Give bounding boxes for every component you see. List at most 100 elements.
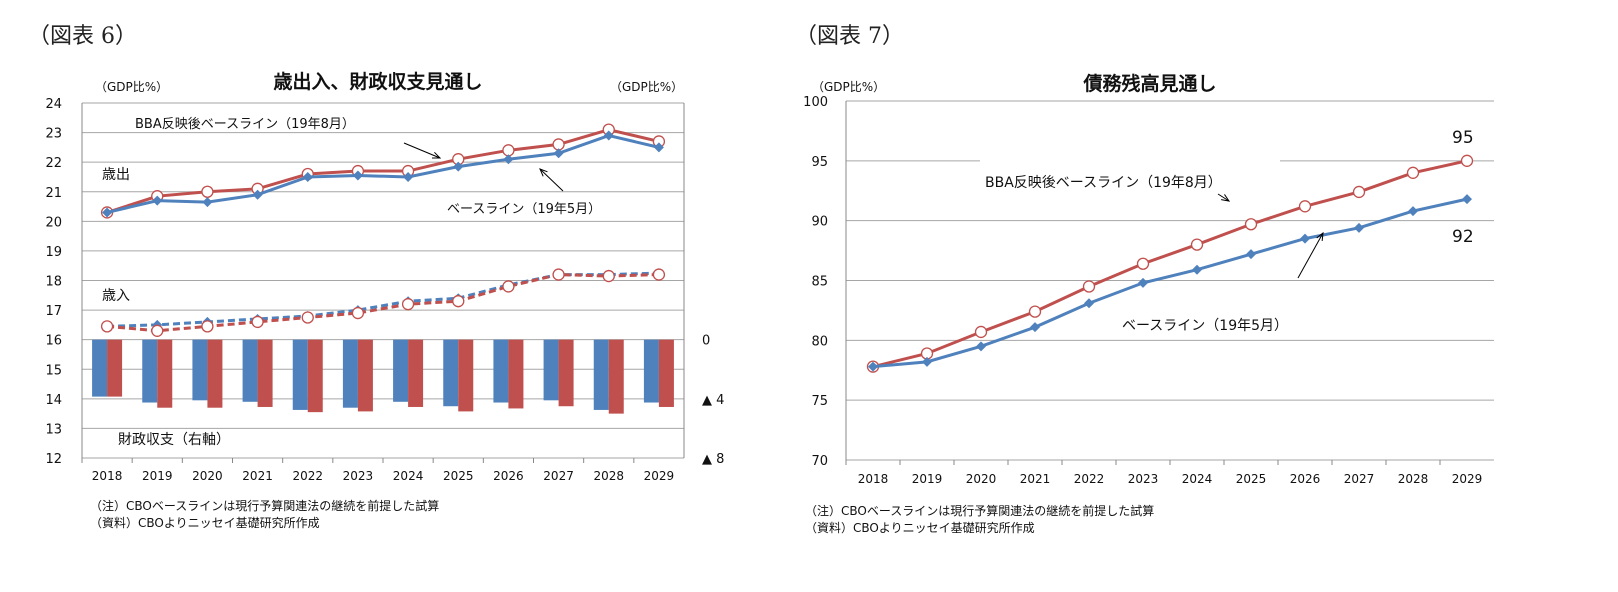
x-tick-label: 2024 <box>393 469 424 483</box>
x-tick-label: 2024 <box>1182 472 1213 486</box>
y2-axis-unit: （GDP比%） <box>610 80 683 94</box>
figure-label-6: （図表 6） <box>28 24 137 49</box>
data-point <box>301 311 314 324</box>
data-point <box>251 315 264 329</box>
data-point <box>1244 218 1258 231</box>
bar-balance <box>393 339 409 402</box>
source-text: （資料）CBOよりニッセイ基礎研究所作成 <box>805 521 1035 535</box>
data-point <box>151 324 164 337</box>
data-point <box>502 280 515 293</box>
notes-right: （注）CBOベースラインは現行予算関連法の継続を前提した試算 （資料）CBOより… <box>805 503 1154 537</box>
data-point <box>652 268 666 281</box>
data-point <box>452 295 465 308</box>
data-label-bba-end: 95 <box>1452 128 1474 148</box>
data-point <box>201 320 214 333</box>
data-point <box>1462 194 1472 205</box>
data-point <box>1084 298 1094 309</box>
bar-balance <box>292 339 308 410</box>
x-tick-label: 2022 <box>1074 472 1105 486</box>
data-point <box>1028 305 1042 318</box>
data-point <box>1190 238 1204 251</box>
x-tick-label: 2029 <box>644 469 675 483</box>
data-point <box>1300 233 1310 244</box>
bar-balance <box>242 339 258 402</box>
data-point <box>1082 280 1096 293</box>
data-point <box>1030 322 1040 333</box>
bar-balance <box>443 339 459 407</box>
bar-balance <box>257 339 273 407</box>
bar-balance <box>493 339 509 403</box>
x-tick-label: 2026 <box>1290 472 1321 486</box>
x-tick-label: 2022 <box>292 469 323 483</box>
chart-title: 歳出入、財政収支見通し <box>273 70 482 93</box>
data-point <box>922 356 932 367</box>
y-tick-label: 75 <box>811 394 828 409</box>
y-tick-label: 23 <box>45 127 62 142</box>
y-tick-label: 24 <box>45 97 62 112</box>
y-tick-label: 100 <box>803 95 828 110</box>
bar-balance <box>643 339 659 403</box>
label-bba: BBA反映後ベースライン（19年8月） <box>135 117 355 132</box>
data-label-baseline-end: 92 <box>1452 227 1474 247</box>
bar-balance <box>608 339 624 414</box>
data-point <box>351 306 365 320</box>
label-mask <box>980 158 1280 163</box>
label-baseline: ベースライン（19年5月） <box>447 202 601 217</box>
x-tick-label: 2028 <box>1398 472 1429 486</box>
data-point <box>552 268 565 281</box>
x-tick-label: 2018 <box>858 472 889 486</box>
y-tick-label: 19 <box>45 245 62 260</box>
y-tick-label: 17 <box>45 304 62 319</box>
data-point <box>1352 185 1366 199</box>
x-tick-label: 2019 <box>142 469 173 483</box>
bar-balance <box>458 339 474 412</box>
annotation-arrow <box>403 142 441 159</box>
data-point <box>403 171 414 182</box>
x-tick-label: 2028 <box>593 469 624 483</box>
label-outlays: 歳出 <box>102 167 130 183</box>
arrow-head <box>1221 194 1231 202</box>
series-line <box>106 128 660 214</box>
series-line <box>872 197 1468 369</box>
x-tick-label: 2029 <box>1452 472 1483 486</box>
x-tick-label: 2025 <box>1236 472 1267 486</box>
y-tick-label: 95 <box>811 155 828 170</box>
data-point <box>100 320 114 333</box>
x-tick-label: 2023 <box>1128 472 1159 486</box>
x-tick-label: 2027 <box>1344 472 1375 486</box>
bar-balance <box>658 339 674 407</box>
source-text: （資料）CBOよりニッセイ基礎研究所作成 <box>90 516 320 530</box>
data-point <box>602 269 615 283</box>
x-tick-label: 2021 <box>1020 472 1051 486</box>
y2-tick-label: ▲ 4 <box>702 393 724 408</box>
x-tick-label: 2021 <box>242 469 273 483</box>
data-point <box>1298 200 1312 213</box>
label-revenues: 歳入 <box>102 288 130 304</box>
y-tick-label: 80 <box>811 334 828 349</box>
y2-tick-label: ▲ 8 <box>702 452 724 467</box>
series-line <box>872 159 1468 369</box>
data-point <box>1138 277 1148 288</box>
data-point <box>553 148 564 159</box>
y-tick-label: 21 <box>45 186 62 201</box>
chart-title: 債務残高見通し <box>1082 72 1216 95</box>
arrow-head <box>1316 231 1324 242</box>
figure-label-7: （図表 7） <box>795 24 904 49</box>
data-point <box>976 341 986 352</box>
y-axis-unit: （GDP比%） <box>95 80 168 94</box>
y-tick-label: 70 <box>811 454 828 469</box>
annotation-arrow <box>1297 232 1324 279</box>
x-tick-label: 2027 <box>543 469 574 483</box>
y-tick-label: 20 <box>45 215 62 230</box>
y-axis-unit: （GDP比%） <box>812 80 885 94</box>
bar-balance <box>92 339 108 397</box>
label-bba: BBA反映後ベースライン（19年8月） <box>985 175 1222 191</box>
data-point <box>453 161 464 172</box>
y-tick-label: 18 <box>45 275 62 290</box>
arrow-head <box>539 168 548 177</box>
bar-balance <box>357 339 373 412</box>
label-baseline: ベースライン（19年5月） <box>1122 318 1288 334</box>
note-text: （注）CBOベースラインは現行予算関連法の継続を前提した試算 <box>805 504 1155 518</box>
data-point <box>152 195 163 206</box>
